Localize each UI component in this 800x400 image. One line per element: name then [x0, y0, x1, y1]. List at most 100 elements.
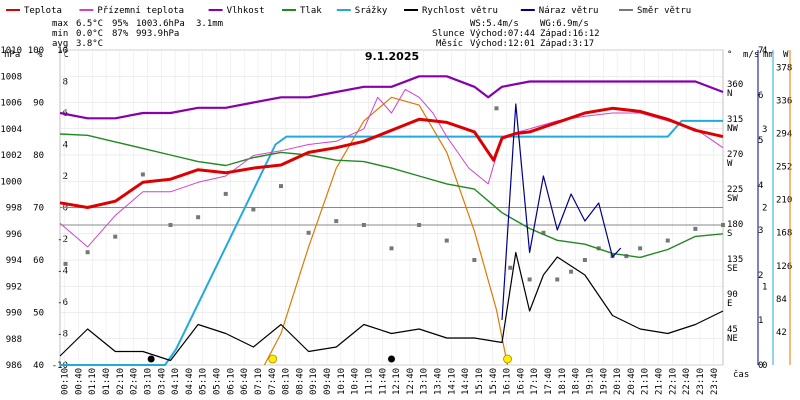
- x-tick-label: 11:10: [364, 368, 374, 395]
- wind-direction-marker: [85, 250, 90, 255]
- percent-tick-label: 80: [33, 151, 44, 161]
- ms-tick-label: 4: [758, 181, 763, 191]
- x-tick-label: 14:40: [461, 368, 471, 395]
- x-tick-label: 00:40: [74, 368, 84, 395]
- x-tick-label: 08:10: [282, 368, 292, 395]
- series-line-srážky: [60, 119, 723, 366]
- legend-label: Směr větru: [637, 6, 691, 16]
- wind-direction-marker: [361, 223, 366, 227]
- wind-direction-marker: [555, 277, 560, 282]
- x-tick-label: 13:10: [420, 368, 430, 395]
- x-tick-label: 01:40: [102, 368, 112, 395]
- radiation-tick-label: 126: [776, 262, 792, 272]
- direction-tick-label: NE: [727, 334, 738, 344]
- legend-label: Náraz větru: [539, 6, 599, 16]
- direction-tick-label: 360: [727, 80, 743, 90]
- stat-rain: 3.1mm: [196, 19, 223, 29]
- direction-tick-label: W: [727, 159, 733, 169]
- wind-direction-marker: [279, 184, 283, 189]
- x-tick-label: 23:10: [696, 368, 706, 395]
- celsius-tick-label: -8: [57, 330, 68, 340]
- direction-tick-label: E: [727, 299, 732, 309]
- x-tick-label: 06:10: [226, 368, 236, 395]
- mm-tick-label: 1: [762, 282, 767, 292]
- wind-direction-marker: [63, 261, 68, 266]
- direction-tick-label: 225: [727, 185, 743, 195]
- stat-temp: 6.5°C: [76, 19, 103, 29]
- celsius-tick-label: -2: [57, 235, 68, 245]
- x-tick-label: 18:10: [558, 368, 568, 395]
- x-tick-label: 19:40: [599, 368, 609, 395]
- series-line-přízemní-teplota: [59, 88, 724, 248]
- sunset-info: Západ:16:12: [540, 29, 600, 39]
- hpa-tick-label: 1010: [0, 46, 22, 56]
- x-tick-label: 06:40: [240, 368, 250, 395]
- x-axis-label: čas: [733, 369, 749, 380]
- direction-tick-label: SW: [727, 194, 738, 204]
- stat-pressure: 993.9hPa: [136, 29, 179, 39]
- stat-humidity: 95%: [112, 19, 129, 29]
- sunrise-info: Východ:07:44: [470, 29, 535, 39]
- percent-tick-label: 50: [33, 309, 44, 319]
- celsius-tick-label: -4: [57, 267, 68, 277]
- moonrise-info: Východ:12:01: [470, 39, 535, 49]
- legend-label: Rychlost větru: [422, 6, 498, 16]
- celsius-tick-label: 2: [63, 172, 68, 182]
- wind-direction-marker: [417, 223, 422, 227]
- ms-tick-label: 2: [758, 271, 763, 281]
- wind-direction-marker: [389, 246, 394, 251]
- radiation-tick-label: 294: [776, 129, 792, 139]
- hpa-tick-label: 990: [6, 309, 22, 319]
- ms-tick-label: 0: [758, 361, 763, 371]
- percent-tick-label: 40: [33, 361, 44, 371]
- ms-tick-label: 7: [758, 46, 763, 56]
- radiation-tick-label: 84: [776, 295, 787, 305]
- x-tick-label: 21:40: [655, 368, 665, 395]
- wind-direction-marker: [196, 215, 201, 220]
- x-tick-label: 04:40: [185, 368, 195, 395]
- mm-tick-label: 0: [762, 361, 767, 371]
- legend-label: Tlak: [300, 6, 322, 16]
- celsius-tick-label: -6: [57, 298, 68, 308]
- wind-direction-marker: [444, 238, 449, 243]
- wind-direction-marker: [693, 226, 698, 231]
- stat-label: max: [52, 19, 69, 29]
- legend-label: Teplota: [24, 6, 62, 16]
- direction-tick-label: 270: [727, 150, 743, 160]
- wind-direction-marker: [569, 269, 574, 274]
- direction-tick-label: 45: [727, 325, 738, 335]
- x-tick-label: 07:40: [268, 368, 278, 395]
- series-line-rychlost-větru: [59, 251, 724, 362]
- x-tick-label: 10:40: [351, 368, 361, 395]
- wind-direction-marker: [494, 106, 499, 111]
- celsius-tick-label: -10: [52, 361, 68, 371]
- ms-axis-label: m/s: [743, 50, 759, 60]
- wind-direction-marker: [624, 254, 629, 259]
- ms-tick-label: 5: [758, 136, 763, 146]
- direction-tick-label: 180: [727, 220, 743, 230]
- mm-axis-label: mm: [763, 50, 774, 60]
- moon-info-label: Měsíc: [436, 39, 463, 49]
- x-tick-label: 21:10: [641, 368, 651, 395]
- wind-direction-marker: [140, 172, 145, 177]
- stat-pressure: 1003.6hPa: [136, 19, 185, 29]
- x-tick-label: 02:40: [130, 368, 140, 395]
- x-tick-label: 18:40: [572, 368, 582, 395]
- hpa-tick-label: 1004: [0, 125, 22, 135]
- stat-temp: 0.0°C: [76, 29, 103, 39]
- hpa-tick-label: 992: [6, 282, 22, 292]
- x-tick-label: 03:10: [143, 368, 153, 395]
- wind-direction-marker: [665, 238, 670, 243]
- series-line-vlhkost: [59, 75, 724, 120]
- wind-direction-marker: [251, 207, 256, 212]
- x-tick-label: 09:10: [309, 368, 319, 395]
- x-tick-label: 15:40: [489, 368, 499, 395]
- radiation-tick-label: 210: [776, 196, 792, 206]
- radiation-tick-label: 336: [776, 96, 792, 106]
- sun-icon: [268, 354, 278, 364]
- hpa-tick-label: 1008: [0, 72, 22, 82]
- hpa-tick-label: 986: [6, 361, 22, 371]
- hpa-tick-label: 996: [6, 230, 22, 240]
- celsius-tick-label: 10: [57, 46, 68, 56]
- x-tick-label: 16:10: [503, 368, 513, 395]
